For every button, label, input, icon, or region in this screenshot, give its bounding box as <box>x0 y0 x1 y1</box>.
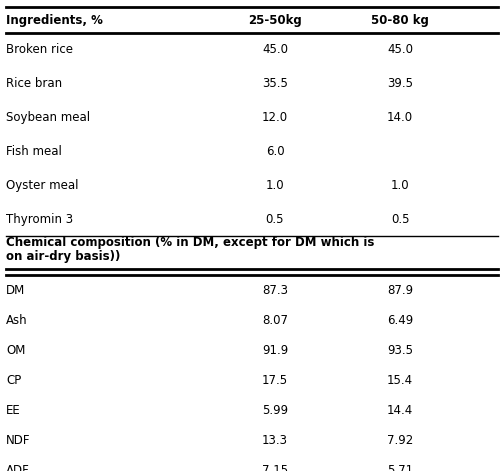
Text: Ash: Ash <box>6 314 28 327</box>
Text: NDF: NDF <box>6 434 30 447</box>
Text: 14.4: 14.4 <box>387 404 413 417</box>
Text: Chemical composition (% in DM, except for DM which is: Chemical composition (% in DM, except fo… <box>6 236 374 249</box>
Text: 7.92: 7.92 <box>387 434 413 447</box>
Text: 87.3: 87.3 <box>262 284 288 297</box>
Text: 87.9: 87.9 <box>387 284 413 297</box>
Text: 45.0: 45.0 <box>387 43 413 57</box>
Text: 45.0: 45.0 <box>262 43 288 57</box>
Text: 50-80 kg: 50-80 kg <box>371 14 429 26</box>
Text: Ingredients, %: Ingredients, % <box>6 14 103 26</box>
Text: on air-dry basis)): on air-dry basis)) <box>6 250 120 263</box>
Text: 15.4: 15.4 <box>387 374 413 387</box>
Text: 1.0: 1.0 <box>266 179 284 192</box>
Text: 14.0: 14.0 <box>387 111 413 124</box>
Text: DM: DM <box>6 284 25 297</box>
Text: 6.0: 6.0 <box>266 145 284 158</box>
Text: 93.5: 93.5 <box>387 344 413 357</box>
Text: 6.49: 6.49 <box>387 314 413 327</box>
Text: 8.07: 8.07 <box>262 314 288 327</box>
Text: Soybean meal: Soybean meal <box>6 111 90 124</box>
Text: 17.5: 17.5 <box>262 374 288 387</box>
Text: 5.99: 5.99 <box>262 404 288 417</box>
Text: 5.71: 5.71 <box>387 464 413 471</box>
Text: Broken rice: Broken rice <box>6 43 73 57</box>
Text: OM: OM <box>6 344 25 357</box>
Text: Thyromin 3: Thyromin 3 <box>6 213 73 226</box>
Text: 7.15: 7.15 <box>262 464 288 471</box>
Text: 91.9: 91.9 <box>262 344 288 357</box>
Text: 0.5: 0.5 <box>266 213 284 226</box>
Text: Oyster meal: Oyster meal <box>6 179 78 192</box>
Text: EE: EE <box>6 404 21 417</box>
Text: Fish meal: Fish meal <box>6 145 62 158</box>
Text: 39.5: 39.5 <box>387 77 413 90</box>
Text: CP: CP <box>6 374 21 387</box>
Text: 13.3: 13.3 <box>262 434 288 447</box>
Text: 1.0: 1.0 <box>390 179 409 192</box>
Text: 12.0: 12.0 <box>262 111 288 124</box>
Text: 25-50kg: 25-50kg <box>248 14 302 26</box>
Text: 0.5: 0.5 <box>391 213 409 226</box>
Text: Rice bran: Rice bran <box>6 77 62 90</box>
Text: 35.5: 35.5 <box>262 77 288 90</box>
Text: ADF: ADF <box>6 464 30 471</box>
